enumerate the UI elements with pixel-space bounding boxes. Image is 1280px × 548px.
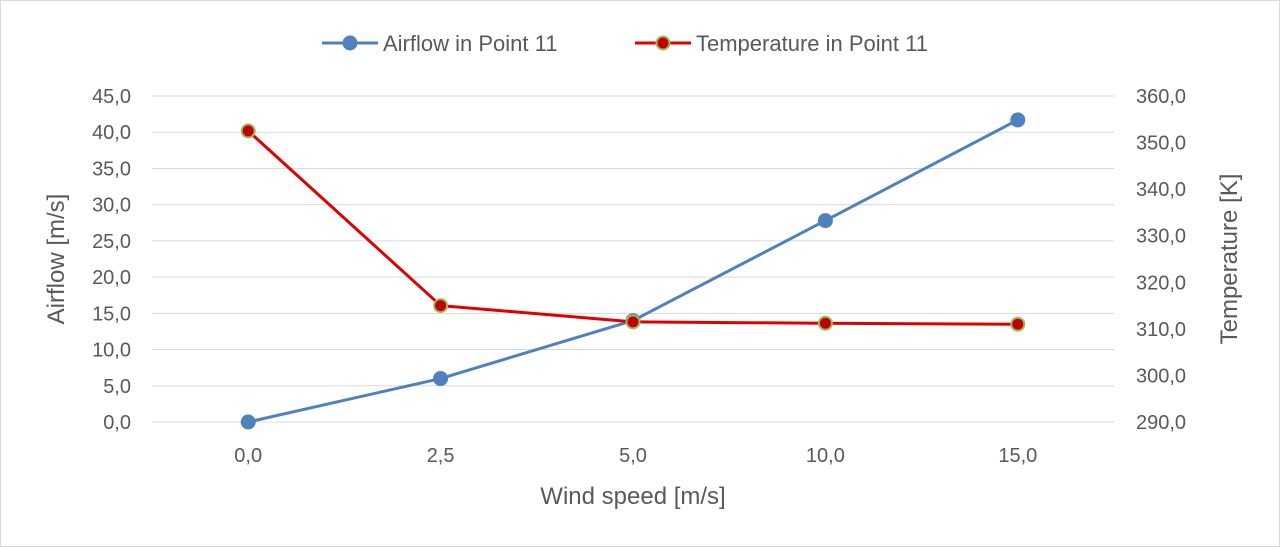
right-y-tick-label: 290,0 bbox=[1136, 412, 1186, 434]
right-y-tick-label: 330,0 bbox=[1136, 226, 1186, 248]
legend: Airflow in Point 11 Temperature in Point … bbox=[322, 31, 928, 56]
data-point-series-1 bbox=[817, 213, 833, 229]
x-tick-label: 2,5 bbox=[427, 445, 455, 467]
left-y-tick-label: 40,0 bbox=[92, 122, 131, 144]
data-point-series-2 bbox=[433, 298, 449, 314]
left-y-tick-label: 10,0 bbox=[92, 340, 131, 362]
legend-marker-2 bbox=[655, 35, 671, 51]
legend-label-1: Airflow in Point 11 bbox=[383, 31, 557, 56]
right-y-tick-label: 360,0 bbox=[1136, 86, 1186, 108]
left-y-axis: 0,0 5,0 10,0 15,0 20,0 25,0 30,0 35,0 40,0 45,0 bbox=[92, 86, 131, 434]
gridlines bbox=[152, 95, 1114, 423]
x-tick-label: 10,0 bbox=[806, 445, 845, 467]
series-layer bbox=[240, 112, 1026, 430]
legend-marker-1 bbox=[342, 35, 358, 51]
right-y-axis-title: Temperature [K] bbox=[1216, 174, 1243, 345]
left-y-tick-label: 35,0 bbox=[92, 158, 131, 180]
series-line-2 bbox=[247, 129, 1018, 326]
right-y-tick-label: 320,0 bbox=[1136, 272, 1186, 294]
left-y-tick-label: 20,0 bbox=[92, 267, 131, 289]
left-y-tick-label: 45,0 bbox=[92, 86, 131, 108]
right-y-tick-label: 350,0 bbox=[1136, 133, 1186, 155]
data-point-series-2 bbox=[625, 314, 641, 330]
x-axis: 0,0 2,5 5,0 10,0 15,0 bbox=[234, 445, 1037, 467]
legend-label-2: Temperature in Point 11 bbox=[696, 31, 928, 56]
right-y-tick-label: 310,0 bbox=[1136, 319, 1186, 341]
x-tick-label: 15,0 bbox=[998, 445, 1037, 467]
right-y-tick-label: 340,0 bbox=[1136, 179, 1186, 201]
left-y-tick-label: 30,0 bbox=[92, 195, 131, 217]
left-y-axis-title: Airflow [m/s] bbox=[43, 194, 70, 325]
data-point-series-2 bbox=[240, 123, 256, 139]
series-line-1 bbox=[247, 118, 1019, 424]
data-point-series-1 bbox=[240, 414, 256, 430]
right-y-axis: 290,0 300,0 310,0 320,0 330,0 340,0 350,0 360,0 bbox=[1136, 86, 1186, 434]
right-y-tick-label: 300,0 bbox=[1136, 365, 1186, 387]
data-point-series-1 bbox=[433, 371, 449, 387]
x-tick-label: 5,0 bbox=[619, 445, 647, 467]
left-y-tick-label: 15,0 bbox=[92, 303, 131, 325]
left-y-tick-label: 25,0 bbox=[92, 231, 131, 253]
x-axis-title: Wind speed [m/s] bbox=[540, 483, 725, 510]
data-point-series-1 bbox=[1010, 112, 1026, 128]
data-point-series-2 bbox=[817, 315, 833, 331]
left-y-tick-label: 0,0 bbox=[103, 412, 131, 434]
left-y-tick-label: 5,0 bbox=[103, 376, 131, 398]
data-point-series-2 bbox=[1010, 316, 1026, 332]
x-tick-label: 0,0 bbox=[234, 445, 262, 467]
